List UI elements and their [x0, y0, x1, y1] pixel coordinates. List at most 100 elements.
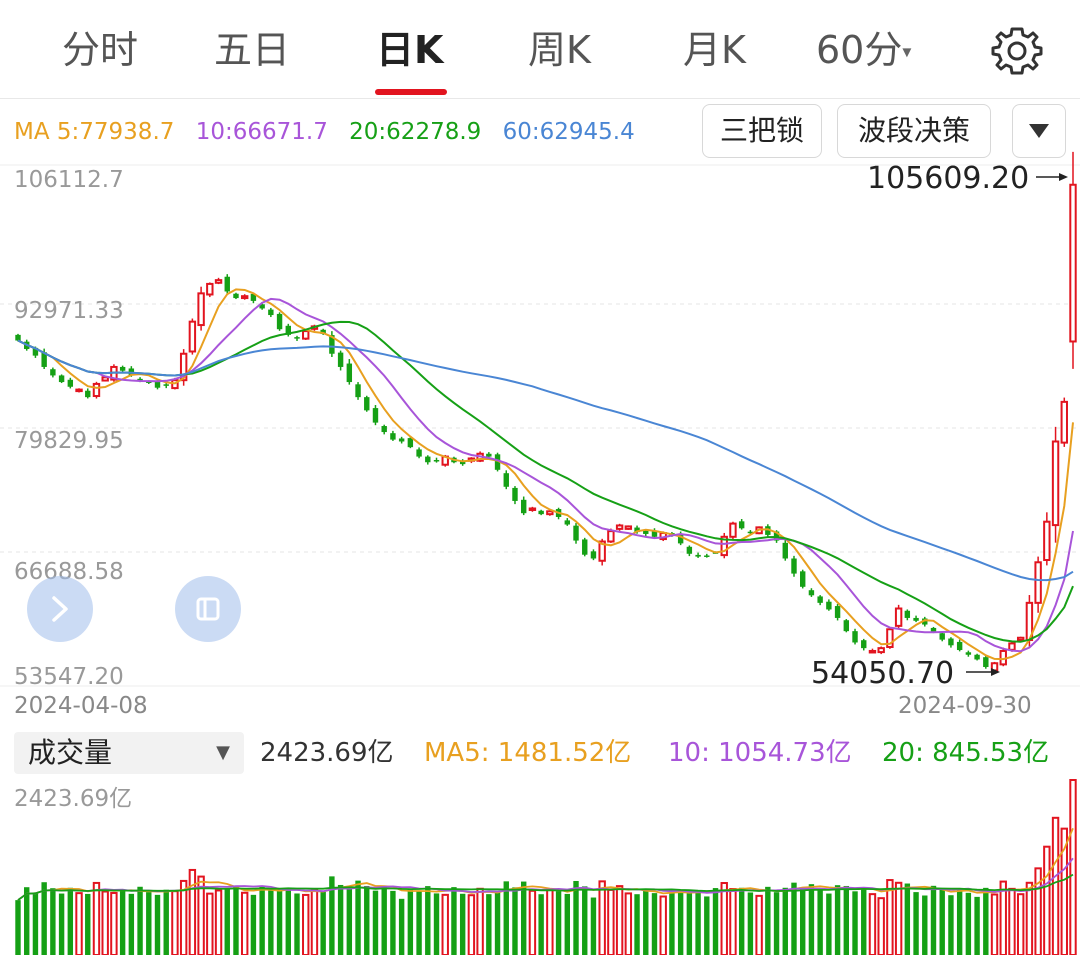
volume-bar-down: [329, 876, 335, 955]
volume-bar-down: [695, 891, 701, 955]
volume-bar-up: [110, 891, 118, 955]
volume-chart[interactable]: [0, 776, 1080, 955]
volume-bar-down: [651, 893, 658, 955]
candle-down: [146, 381, 152, 383]
candle-up: [894, 607, 903, 627]
candle-down: [285, 325, 291, 335]
price-tick-1: 106112.7: [14, 167, 124, 193]
volume-bar-down: [337, 884, 344, 955]
volume-bar-down: [50, 888, 56, 955]
volume-bar-down: [503, 881, 509, 955]
candle-up: [1060, 400, 1068, 444]
volume-bar-up: [1008, 887, 1016, 955]
volume-bar-up: [1051, 816, 1060, 955]
volume-bar-down: [939, 889, 945, 955]
volume-bar-down: [433, 893, 440, 955]
tab-weekly-k[interactable]: 周K: [528, 28, 591, 72]
tab-daily-k[interactable]: 日K: [376, 28, 444, 72]
candle-down: [634, 527, 640, 533]
gear-icon[interactable]: [990, 24, 1044, 78]
volume-bar-down: [747, 892, 754, 955]
candle-down: [259, 304, 265, 309]
volume-bar-up: [894, 881, 903, 955]
candle-up: [1051, 440, 1060, 527]
volume-bar-up: [92, 881, 101, 955]
candle-up: [624, 525, 633, 530]
volume-bar-down: [564, 893, 571, 955]
candle-down: [765, 526, 771, 535]
volume-bar-down: [355, 880, 361, 955]
candle-down: [956, 641, 963, 651]
volume-bar-down: [773, 892, 780, 955]
candle-up: [302, 330, 310, 340]
layout-button[interactable]: [175, 576, 241, 642]
candle-up: [1034, 561, 1042, 604]
start-date-label: 2024-04-08: [14, 693, 148, 719]
ma5-value: MA 5:77938.7: [14, 119, 175, 145]
volume-bar-down: [259, 885, 265, 955]
volume-bar-down: [276, 889, 283, 955]
ma10-value: 10:66671.7: [195, 119, 328, 145]
volume-bar-up: [179, 879, 188, 955]
volume-bar-up: [868, 893, 877, 955]
volume-bar-down: [913, 892, 919, 955]
active-tab-indicator: [375, 89, 447, 95]
ma60-line: [17, 339, 1074, 582]
ma-legend: MA 5:77938.7 10:66671.7 20:62278.9 60:62…: [14, 112, 649, 152]
tab-60min[interactable]: 60分▾: [816, 22, 911, 81]
volume-bar-up: [171, 890, 179, 955]
volume-bar-down: [573, 880, 579, 955]
volume-bar-down: [965, 892, 972, 955]
volume-bar-down: [704, 896, 710, 955]
volume-bar-down: [119, 890, 126, 955]
candle-down: [503, 473, 509, 487]
indicator-select[interactable]: 成交量 ▼: [14, 732, 244, 774]
candle-down: [852, 631, 858, 643]
candle-up: [546, 510, 554, 516]
candle-up: [1008, 642, 1016, 651]
price-grid: [0, 164, 1080, 687]
volume-bar-up: [886, 879, 894, 955]
candle-down: [826, 601, 832, 610]
candle-down: [459, 461, 466, 465]
candle-down: [119, 366, 126, 371]
volume-bar-up: [877, 897, 885, 955]
volume-max-label: 2423.69亿: [14, 786, 133, 812]
volume-bar-down: [407, 889, 414, 955]
candlestick-chart[interactable]: [0, 0, 1080, 700]
tab-five-day[interactable]: 五日: [214, 28, 291, 72]
volume-bar-down: [154, 894, 161, 955]
three-locks-button[interactable]: 三把锁: [702, 104, 822, 158]
candle-up: [197, 292, 205, 327]
volume-bar-up: [729, 888, 737, 955]
candle-down: [922, 618, 928, 625]
tab-intraday[interactable]: 分时: [62, 28, 139, 72]
candle-down: [486, 453, 492, 457]
volume-bar-down: [983, 887, 989, 955]
expand-button[interactable]: [27, 576, 93, 642]
tab-monthly-k[interactable]: 月K: [683, 28, 746, 72]
volume-bar-down: [843, 885, 850, 955]
candle-up: [868, 649, 877, 654]
candle-down: [364, 397, 370, 411]
volume-bar-up: [188, 868, 197, 955]
candle-down: [791, 558, 797, 574]
volume-bar-down: [686, 892, 693, 955]
more-dropdown-button[interactable]: [1012, 104, 1066, 158]
high-price-label: 105609.20: [867, 161, 1030, 196]
volume-bar-down: [974, 896, 980, 955]
wave-decision-button[interactable]: 波段决策: [837, 104, 991, 158]
volume-bar-down: [137, 886, 143, 955]
volume-bar-up: [990, 893, 999, 955]
volume-ma-lines: [17, 827, 1074, 901]
candle-down: [425, 456, 431, 463]
volume-bar-up: [476, 887, 484, 955]
candle-down: [433, 459, 440, 462]
volume-bar-up: [659, 895, 667, 955]
ma-lines: [17, 288, 1074, 661]
volume-bar-down: [765, 886, 771, 955]
volume-bar-up: [1060, 827, 1068, 955]
candle-down: [294, 337, 300, 339]
candle-up: [92, 382, 101, 398]
volume-bar-down: [808, 884, 815, 955]
